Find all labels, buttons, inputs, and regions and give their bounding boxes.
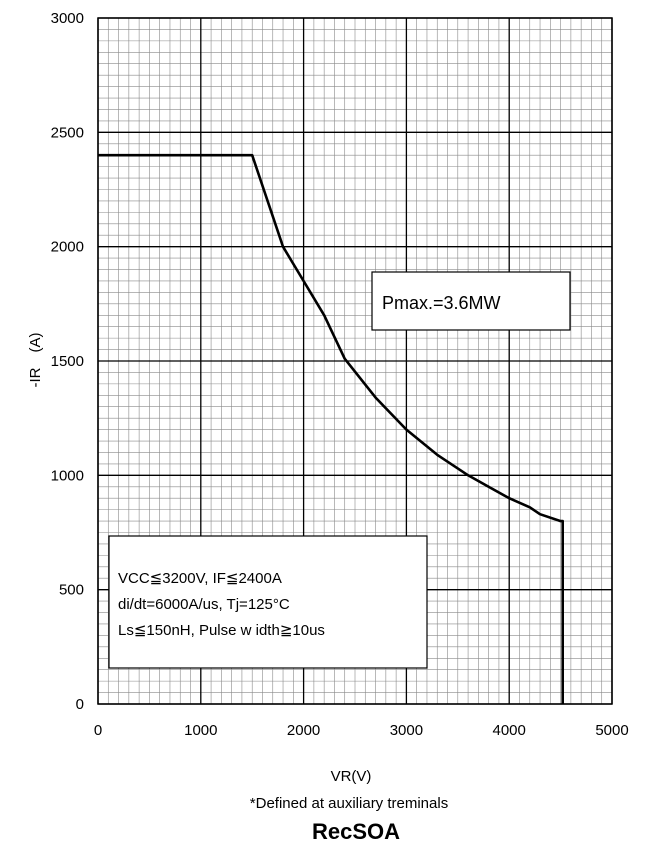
y-axis-title: -IR (A) (27, 333, 44, 388)
condition-line-1: VCC≦3200V, IF≦2400A (118, 570, 282, 587)
conditions-annotation-box (108, 535, 428, 669)
x-tick-label: 0 (94, 722, 102, 739)
y-tick-label: 3000 (51, 10, 84, 27)
x-tick-label: 1000 (184, 722, 217, 739)
x-tick-label: 4000 (493, 722, 526, 739)
y-tick-labels: 0 500 1000 1500 2000 2500 3000 (51, 10, 84, 713)
y-tick-label: 2000 (51, 239, 84, 256)
conditions-annotation: VCC≦3200V, IF≦2400A di/dt=6000A/us, Tj=1… (108, 535, 428, 669)
pmax-annotation-box (371, 271, 571, 331)
y-tick-label: 2500 (51, 124, 84, 141)
rsoa-boundary-line-0 (98, 153, 565, 704)
y-tick-label: 500 (59, 582, 84, 599)
x-axis-title: VR(V) (331, 768, 372, 785)
chart-title: RecSOA (312, 819, 400, 844)
condition-line-2: di/dt=6000A/us, Tj=125°C (118, 596, 290, 613)
y-tick-label: 1000 (51, 467, 84, 484)
plot-area-frame (97, 17, 613, 705)
y-tick-label: 1500 (51, 353, 84, 370)
x-tick-label: 2000 (287, 722, 320, 739)
condition-line-3: Ls≦150nH, Pulse w idth≧10us (118, 622, 325, 639)
x-tick-label: 3000 (390, 722, 423, 739)
pmax-annotation: Pmax.=3.6MW (371, 271, 571, 331)
pmax-annotation-text: Pmax.=3.6MW (382, 293, 501, 313)
footnote: *Defined at auxiliary treminals (250, 795, 448, 812)
x-tick-label: 5000 (595, 722, 628, 739)
curve-layer (98, 153, 565, 704)
y-tick-label: 0 (76, 696, 84, 713)
x-tick-labels: 0 1000 2000 3000 4000 5000 (94, 722, 629, 739)
